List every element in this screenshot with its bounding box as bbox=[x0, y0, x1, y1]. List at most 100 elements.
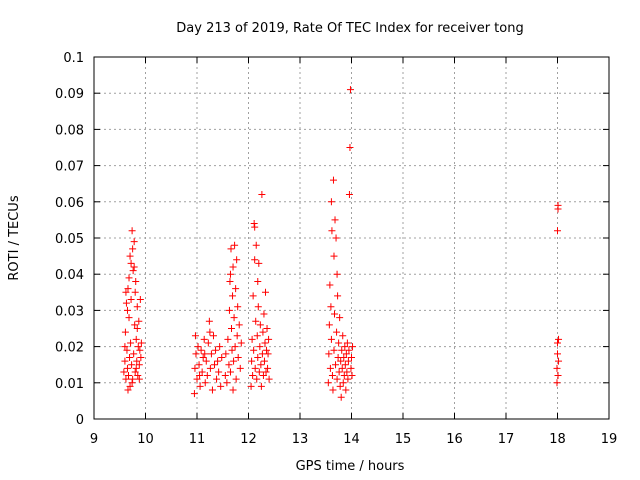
data-point bbox=[338, 346, 346, 354]
data-point bbox=[255, 259, 263, 267]
data-point bbox=[250, 220, 258, 228]
data-point bbox=[221, 372, 229, 380]
data-point bbox=[121, 343, 129, 351]
data-point bbox=[231, 343, 239, 351]
data-point bbox=[331, 216, 339, 224]
data-point bbox=[135, 361, 143, 369]
data-point bbox=[325, 321, 333, 329]
data-point bbox=[344, 375, 352, 383]
data-point bbox=[225, 306, 233, 314]
data-point bbox=[261, 288, 269, 296]
data-point bbox=[253, 375, 261, 383]
y-tick-label: 0.09 bbox=[55, 87, 84, 102]
data-point bbox=[333, 375, 341, 383]
data-point bbox=[201, 379, 209, 387]
data-point bbox=[329, 386, 337, 394]
data-point bbox=[126, 382, 134, 390]
data-point bbox=[340, 353, 348, 361]
x-axis-label: GPS time / hours bbox=[296, 459, 405, 474]
data-point bbox=[121, 357, 129, 365]
data-point bbox=[124, 285, 132, 293]
data-point bbox=[327, 335, 335, 343]
data-point bbox=[213, 375, 221, 383]
data-point bbox=[343, 368, 351, 376]
data-point bbox=[130, 263, 138, 271]
data-point bbox=[128, 361, 136, 369]
data-point bbox=[126, 353, 134, 361]
data-point bbox=[254, 303, 262, 311]
data-point bbox=[324, 379, 332, 387]
data-point bbox=[130, 350, 138, 358]
data-point bbox=[334, 292, 342, 300]
data-point bbox=[260, 310, 268, 318]
data-point bbox=[339, 379, 347, 387]
data-point bbox=[331, 310, 339, 318]
data-point bbox=[211, 361, 219, 369]
data-point bbox=[329, 176, 337, 184]
chart-title: Day 213 of 2019, Rate Of TEC Index for r… bbox=[176, 21, 523, 36]
data-point bbox=[121, 328, 129, 336]
data-point bbox=[336, 382, 344, 390]
y-tick-label: 0.05 bbox=[55, 232, 84, 247]
data-point bbox=[330, 252, 338, 260]
data-point bbox=[229, 292, 237, 300]
data-point bbox=[131, 368, 139, 376]
data-point bbox=[554, 372, 562, 380]
x-tick-label: 15 bbox=[395, 432, 412, 447]
y-tick-label: 0.03 bbox=[55, 304, 84, 319]
x-tick-label: 14 bbox=[343, 432, 360, 447]
y-tick-labels: 0 0.01 0.02 0.03 0.04 0.05 0.06 0.07 0.08 0.09 0.1 bbox=[55, 51, 84, 428]
data-point bbox=[228, 346, 236, 354]
data-point bbox=[252, 241, 260, 249]
data-point bbox=[214, 357, 222, 365]
data-point bbox=[129, 267, 137, 275]
data-point bbox=[554, 339, 561, 347]
data-point bbox=[342, 350, 350, 358]
data-point bbox=[339, 332, 347, 340]
data-point bbox=[255, 368, 263, 376]
y-tick-label: 0.02 bbox=[55, 341, 84, 356]
y-tick-label: 0.08 bbox=[55, 123, 84, 138]
data-point bbox=[123, 346, 131, 354]
data-point bbox=[208, 386, 216, 394]
x-tick-label: 12 bbox=[240, 432, 257, 447]
data-point bbox=[263, 325, 271, 332]
data-point bbox=[261, 339, 269, 347]
y-tick-label: 0.01 bbox=[55, 377, 84, 392]
data-point bbox=[224, 335, 232, 343]
data-point bbox=[132, 277, 140, 285]
x-tick-label: 13 bbox=[292, 432, 309, 447]
data-point bbox=[202, 357, 210, 365]
data-point bbox=[249, 292, 257, 300]
data-point bbox=[212, 346, 220, 354]
data-point bbox=[230, 357, 238, 365]
x-tick-label: 9 bbox=[90, 432, 98, 447]
data-point bbox=[233, 332, 241, 340]
data-point bbox=[226, 270, 234, 278]
grid-lines bbox=[94, 57, 609, 419]
data-point bbox=[554, 227, 561, 235]
data-point bbox=[122, 299, 130, 307]
data-point bbox=[135, 375, 143, 383]
data-point bbox=[337, 357, 345, 365]
data-point bbox=[120, 368, 128, 376]
y-tick-label: 0.1 bbox=[63, 51, 84, 66]
data-point bbox=[348, 353, 355, 361]
data-point bbox=[194, 343, 202, 351]
data-point bbox=[257, 382, 265, 390]
data-point bbox=[124, 386, 132, 394]
x-tick-label: 18 bbox=[549, 432, 566, 447]
data-point bbox=[346, 86, 354, 94]
data-point bbox=[232, 285, 240, 293]
data-point bbox=[333, 270, 341, 278]
data-point bbox=[254, 353, 262, 361]
data-point bbox=[132, 335, 140, 343]
data-point bbox=[136, 346, 144, 354]
data-point bbox=[200, 335, 208, 343]
data-point bbox=[330, 346, 338, 354]
data-point bbox=[123, 306, 131, 314]
data-point bbox=[328, 227, 336, 235]
data-point bbox=[126, 252, 134, 260]
data-point bbox=[234, 303, 242, 311]
